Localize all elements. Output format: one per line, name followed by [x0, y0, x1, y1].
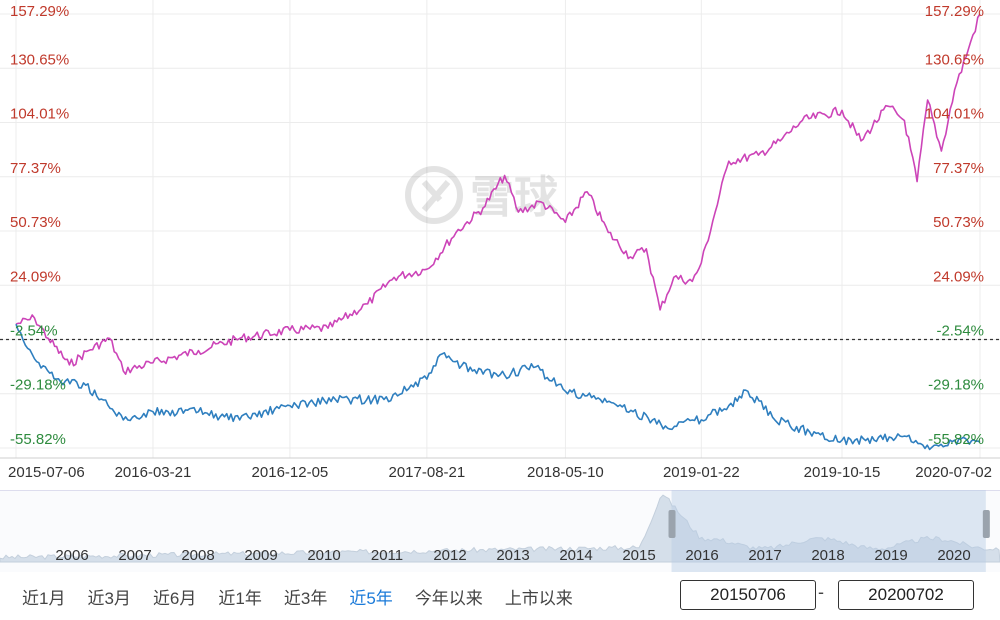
range-3m-button[interactable]: 近3月 — [87, 588, 131, 608]
range-1y-button[interactable]: 近1年 — [218, 588, 262, 608]
navigator-selected-range[interactable] — [671, 490, 986, 572]
y-tick-left: 77.37% — [10, 160, 61, 177]
navigator-tick: 2008 — [181, 547, 214, 564]
series-line-0 — [15, 13, 981, 375]
x-tick: 2016-12-05 — [252, 464, 329, 481]
x-tick: 2019-01-22 — [663, 464, 740, 481]
y-tick-right: 157.29% — [925, 3, 984, 20]
navigator-tick: 2007 — [118, 547, 151, 564]
y-tick-left: 157.29% — [10, 3, 69, 20]
navigator-left-handle[interactable] — [668, 510, 676, 538]
y-tick-right: -29.18% — [928, 377, 984, 394]
x-axis: 2015-07-06 2016-03-21 2016-12-05 2017-08-21… — [8, 464, 992, 481]
x-tick: 2018-05-10 — [527, 464, 604, 481]
y-tick-right: -55.82% — [928, 431, 984, 448]
navigator-tick: 2011 — [371, 547, 403, 564]
start-date-input[interactable] — [680, 580, 816, 610]
y-tick-left: -55.82% — [10, 431, 66, 448]
range-since-listing-button[interactable]: 上市以来 — [504, 588, 573, 608]
range-1m-button[interactable]: 近1月 — [22, 588, 66, 608]
navigator-tick: 2014 — [559, 547, 592, 564]
y-tick-right: 104.01% — [925, 106, 984, 123]
y-tick-right: -2.54% — [936, 322, 984, 339]
navigator-tick: 2012 — [433, 547, 466, 564]
navigator-tick: 2009 — [244, 547, 277, 564]
y-tick-left: -29.18% — [10, 377, 66, 394]
y-tick-left: -2.54% — [10, 322, 58, 339]
y-tick-left: 24.09% — [10, 268, 61, 285]
navigator-tick: 2019 — [874, 547, 907, 564]
vertical-gridlines — [15, 0, 981, 458]
navigator-tick: 2006 — [55, 547, 88, 564]
range-bar: 近1月 近3月 近6月 近1年 近3年 近5年 今年以来 上市以来 - — [0, 572, 1000, 620]
range-3y-button[interactable]: 近3年 — [283, 588, 328, 608]
series-line-1 — [15, 323, 981, 451]
navigator-tick: 2013 — [496, 547, 529, 564]
y-axis-right: 157.29% 130.65% 104.01% 77.37% 50.73% 24.09% -… — [925, 3, 984, 448]
main-chart: 雪球 157.29%130.65%104.01%77.37%50.73%24.0… — [0, 0, 1000, 481]
x-tick: 2019-10-15 — [804, 464, 881, 481]
navigator-area — [0, 494, 1000, 563]
navigator-x-axis: 2006 2007 2008 2009 2010 2011 2012 2013 2014 2015… — [55, 547, 970, 564]
end-date-input[interactable] — [838, 580, 974, 610]
y-tick-left: 104.01% — [10, 106, 69, 123]
navigator-tick: 2016 — [685, 547, 718, 564]
y-tick-right: 24.09% — [933, 268, 984, 285]
y-tick-right: 130.65% — [925, 51, 984, 68]
range-ytd-button[interactable]: 今年以来 — [414, 588, 483, 608]
x-tick: 2015-07-06 — [8, 464, 85, 481]
x-tick: 2020-07-02 — [915, 464, 992, 481]
navigator-tick: 2010 — [307, 547, 340, 564]
range-6m-button[interactable]: 近6月 — [152, 588, 197, 608]
x-tick: 2017-08-21 — [389, 464, 466, 481]
navigator-tick: 2018 — [811, 547, 844, 564]
series-layer — [15, 13, 981, 451]
y-tick-right: 50.73% — [933, 214, 984, 231]
navigator-tick: 2017 — [748, 547, 781, 564]
x-tick: 2016-03-21 — [115, 464, 192, 481]
y-tick-left: 50.73% — [10, 214, 61, 231]
range-5y-button[interactable]: 近5年 — [349, 588, 393, 608]
horizontal-gridlines — [0, 13, 1000, 459]
date-separator: - — [818, 582, 824, 602]
navigator-tick: 2020 — [937, 547, 970, 564]
navigator-right-handle[interactable] — [982, 510, 990, 538]
y-tick-left: 130.65% — [10, 51, 69, 68]
navigator[interactable]: 2006 2007 2008 2009 2010 2011 2012 2013 2014 2015… — [0, 490, 1000, 572]
y-tick-right: 77.37% — [933, 160, 984, 177]
navigator-tick: 2015 — [622, 547, 655, 564]
y-axis-left: 157.29% 130.65% 104.01% 77.37% 50.73% 24.09% -… — [10, 3, 69, 448]
